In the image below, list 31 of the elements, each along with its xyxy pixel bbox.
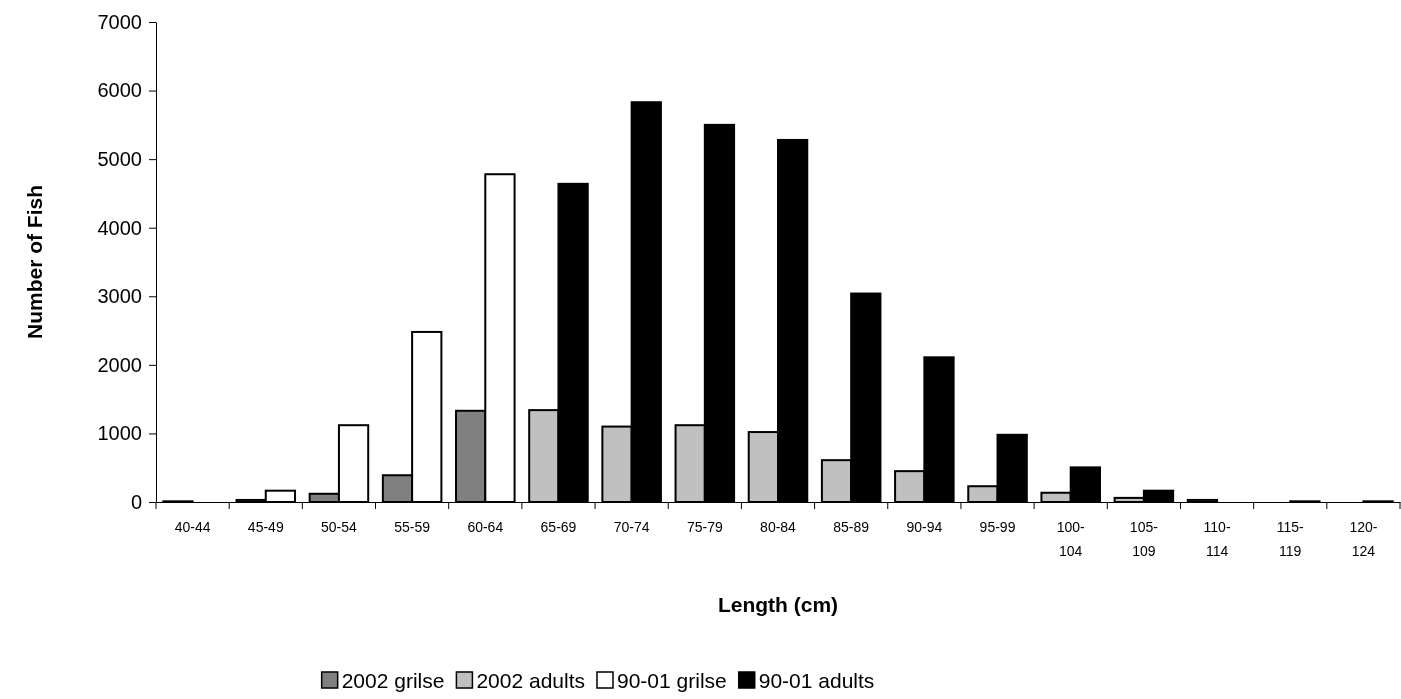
y-tick-label: 4000 — [97, 216, 142, 239]
legend-label: 2002 grilse — [341, 669, 445, 692]
x-tick-label: 105-109 — [1129, 519, 1159, 559]
legend-label: 90-01 grilse — [617, 669, 727, 692]
x-tick-label: 95-99 — [979, 519, 1016, 535]
x-tick-label: 115-119 — [1276, 519, 1305, 559]
x-tick-label: 50-54 — [321, 519, 358, 535]
x-tick-label: 80-84 — [760, 519, 797, 535]
y-tick-label: 2000 — [97, 353, 142, 376]
y-tick-label: 7000 — [97, 10, 142, 33]
x-tick-label: 110-114 — [1203, 519, 1231, 559]
x-tick-label: 65-69 — [540, 519, 577, 535]
y-tick-label: 6000 — [97, 79, 142, 102]
x-tick-label: 70-74 — [613, 519, 650, 535]
x-axis-title: Length (cm) — [717, 593, 839, 616]
x-tick-label: 60-64 — [467, 519, 504, 535]
y-tick-label: 5000 — [97, 148, 142, 171]
y-tick-label: 1000 — [97, 422, 142, 445]
legend-label: 90-01 adults — [758, 669, 875, 692]
x-tick-label: 40-44 — [174, 519, 211, 535]
x-tick-label: 55-59 — [394, 519, 431, 535]
y-tick-label: 3000 — [97, 285, 142, 308]
x-tick-label: 120-124 — [1349, 519, 1378, 559]
y-axis-title: Number of Fish — [23, 184, 46, 340]
x-tick-label: 100-104 — [1056, 519, 1086, 559]
x-tick-label: 45-49 — [247, 519, 284, 535]
x-tick-label: 75-79 — [686, 519, 723, 535]
legend-label: 2002 adults — [476, 669, 585, 692]
x-tick-label: 90-94 — [906, 519, 943, 535]
x-tick-label: 85-89 — [833, 519, 870, 535]
y-tick-label: 0 — [130, 490, 142, 513]
